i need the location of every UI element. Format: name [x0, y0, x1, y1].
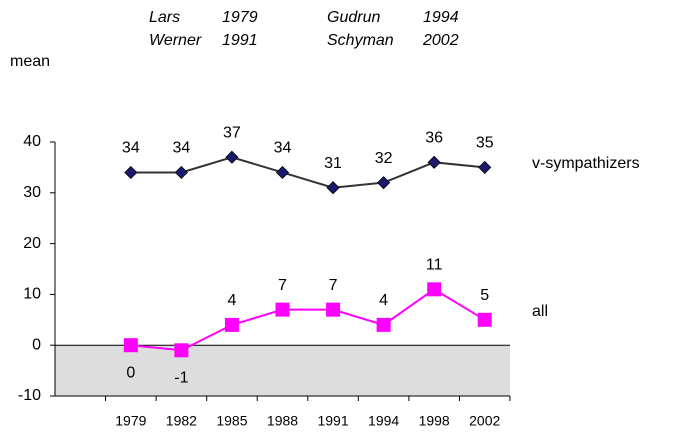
marker — [326, 181, 340, 195]
annotation: 2002 — [422, 32, 459, 49]
marker — [225, 150, 239, 164]
y-tick-label: 40 — [23, 133, 41, 150]
marker — [275, 302, 290, 317]
series-line — [130, 288, 486, 352]
marker — [174, 165, 188, 180]
marker — [427, 155, 441, 169]
marker — [478, 160, 492, 174]
data-label: 34 — [172, 140, 190, 157]
marker — [326, 302, 341, 317]
data-label: 34 — [274, 140, 292, 157]
data-label: 31 — [324, 155, 342, 172]
annotation: Schyman — [327, 32, 394, 49]
y-tick-label: 0 — [32, 336, 41, 353]
marker — [224, 317, 239, 332]
x-tick-label: 2002 — [469, 413, 500, 429]
y-axis-label: mean — [10, 53, 50, 70]
marker — [123, 338, 138, 353]
legend-label: v-sympathizers — [532, 155, 640, 172]
data-label: 37 — [223, 124, 241, 141]
data-label: 32 — [375, 150, 393, 167]
y-tick-label: 10 — [23, 286, 41, 303]
series-line — [130, 156, 485, 189]
marker — [174, 343, 189, 358]
data-label: 36 — [425, 130, 443, 147]
marker — [376, 317, 391, 332]
negative-region — [55, 345, 510, 396]
x-tick-label: 1985 — [216, 413, 247, 429]
data-label: 34 — [122, 140, 140, 157]
data-label: 11 — [426, 257, 443, 274]
marker — [477, 312, 492, 327]
annotation: 1994 — [423, 9, 459, 26]
x-tick-label: 1979 — [115, 413, 146, 429]
y-tick-label: 30 — [23, 184, 41, 201]
data-label: 0 — [126, 364, 135, 381]
marker — [275, 165, 290, 180]
annotation: 1979 — [222, 9, 258, 26]
data-label: 4 — [227, 292, 236, 309]
y-tick-label: -10 — [18, 387, 41, 404]
x-tick-label: 1982 — [166, 413, 197, 429]
marker — [377, 176, 391, 190]
x-tick-label: 1991 — [317, 413, 348, 429]
data-label: -1 — [174, 369, 188, 386]
legend-label: all — [532, 303, 548, 320]
y-tick-label: 20 — [23, 235, 41, 252]
annotation: Lars — [149, 9, 180, 26]
annotation: 1991 — [222, 32, 258, 49]
data-label: 35 — [476, 135, 494, 152]
data-label: 7 — [278, 277, 287, 294]
data-label: 5 — [480, 287, 489, 304]
x-tick-label: 1998 — [419, 413, 450, 429]
annotation: Werner — [149, 32, 202, 49]
x-tick-label: 1994 — [368, 413, 399, 429]
marker — [124, 165, 138, 180]
annotation: Gudrun — [327, 9, 380, 26]
x-tick-label: 1988 — [267, 413, 298, 429]
data-label: 7 — [329, 277, 338, 294]
marker — [427, 282, 442, 297]
data-label: 4 — [379, 292, 388, 309]
